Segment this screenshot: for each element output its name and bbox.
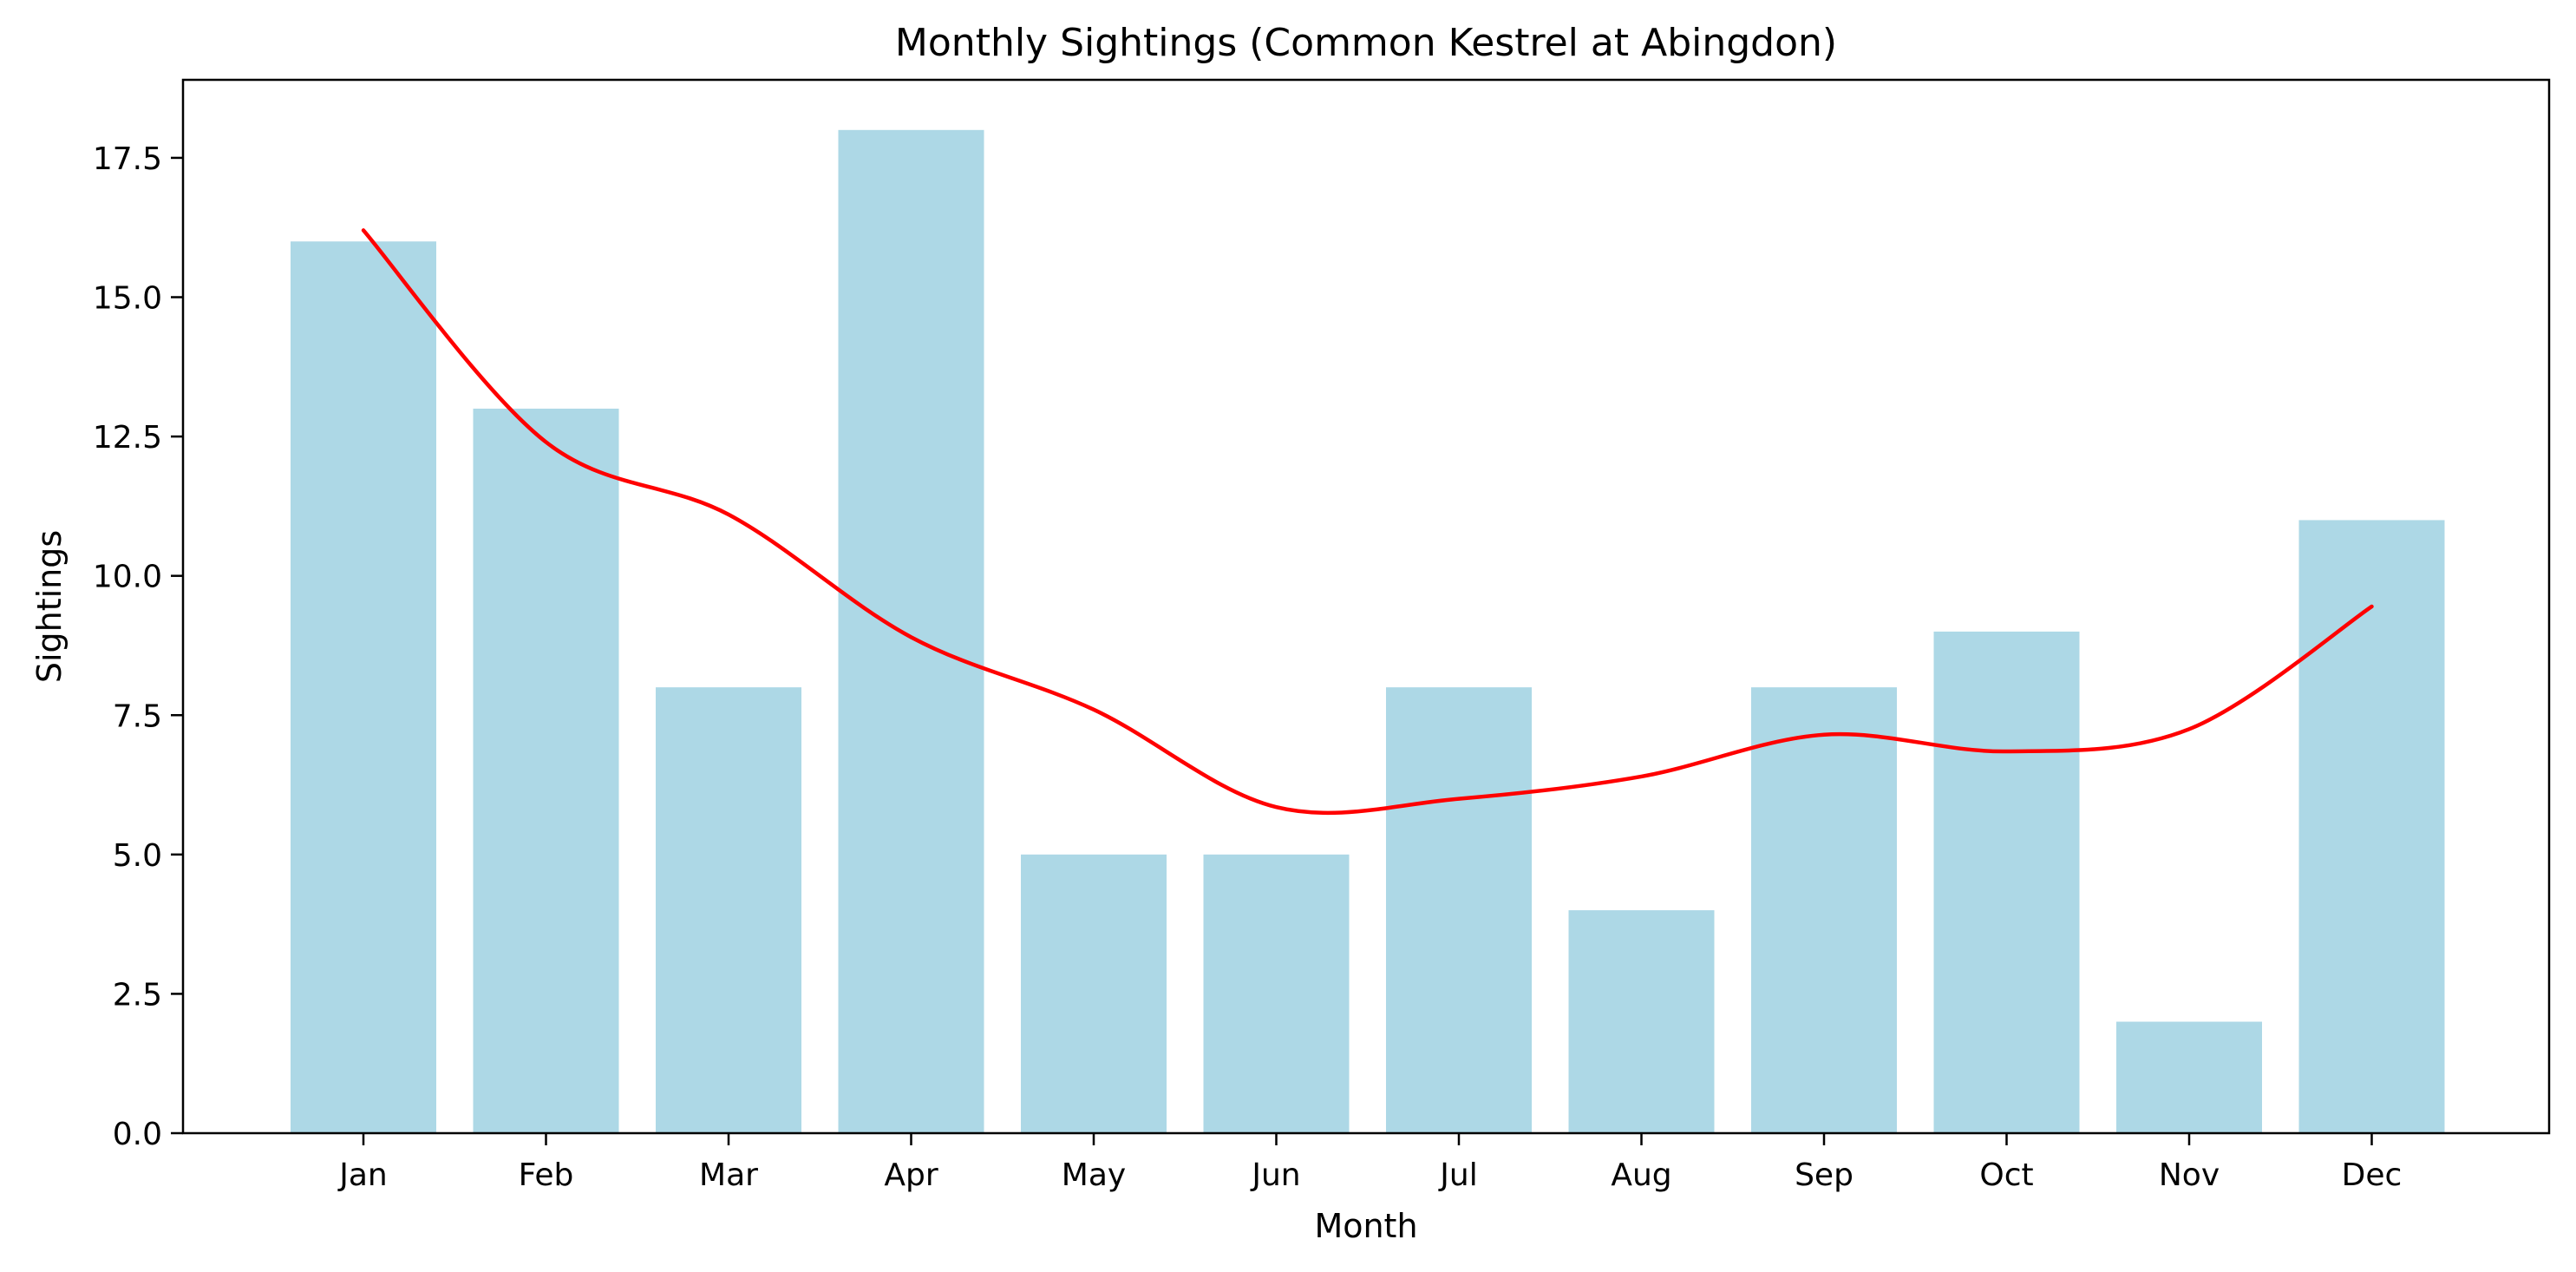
- x-tick-label-may: May: [1062, 1157, 1126, 1193]
- bar-dec: [2298, 520, 2445, 1133]
- x-tick-label-dec: Dec: [2342, 1157, 2403, 1193]
- bar-may: [1021, 854, 1167, 1133]
- y-tick-label: 0.0: [113, 1117, 162, 1152]
- bar-sep: [1751, 687, 1897, 1133]
- y-tick-label: 10.0: [93, 560, 162, 595]
- y-tick-label: 7.5: [113, 698, 162, 734]
- x-axis-label: Month: [1314, 1207, 1417, 1245]
- y-tick-label: 2.5: [113, 977, 162, 1013]
- bar-jan: [291, 241, 436, 1133]
- x-tick-label-jun: Jun: [1250, 1157, 1300, 1193]
- x-tick-label-sep: Sep: [1795, 1157, 1854, 1193]
- bar-jul: [1386, 687, 1532, 1133]
- trend-line: [361, 228, 2374, 816]
- bar-aug: [1568, 910, 1715, 1133]
- x-axis-ticks: Jan Feb Mar Apr May Jun Jul Aug Sep Oct Nov Dec: [337, 1133, 2402, 1193]
- y-tick-label: 12.5: [93, 420, 162, 456]
- plot-frame: [181, 78, 2551, 1135]
- bar-jun: [1203, 854, 1350, 1133]
- bar-apr: [838, 129, 984, 1133]
- bars: [291, 129, 2445, 1134]
- bar-oct: [1933, 631, 2080, 1133]
- bar-feb: [473, 408, 619, 1134]
- x-tick-label-aug: Aug: [1611, 1157, 1671, 1193]
- y-axis-label: Sightings: [30, 530, 69, 683]
- bar-mar: [656, 687, 801, 1133]
- bar-nov: [2116, 1021, 2262, 1133]
- x-tick-label-mar: Mar: [699, 1157, 758, 1193]
- y-tick-label: 5.0: [113, 838, 162, 874]
- x-tick-label-apr: Apr: [884, 1157, 938, 1193]
- x-tick-label-oct: Oct: [1979, 1157, 2033, 1193]
- x-tick-label-jul: Jul: [1438, 1157, 1477, 1193]
- chart-title: Monthly Sightings (Common Kestrel at Abi…: [895, 21, 1837, 65]
- y-axis-ticks: 0.0 2.5 5.0 7.5 10.0 12.5 15.0 17.5: [93, 141, 183, 1152]
- x-tick-label-jan: Jan: [337, 1157, 388, 1193]
- y-tick-label: 17.5: [93, 141, 162, 177]
- x-tick-label-feb: Feb: [519, 1157, 574, 1193]
- x-tick-label-nov: Nov: [2159, 1157, 2220, 1193]
- y-tick-label: 15.0: [93, 281, 162, 317]
